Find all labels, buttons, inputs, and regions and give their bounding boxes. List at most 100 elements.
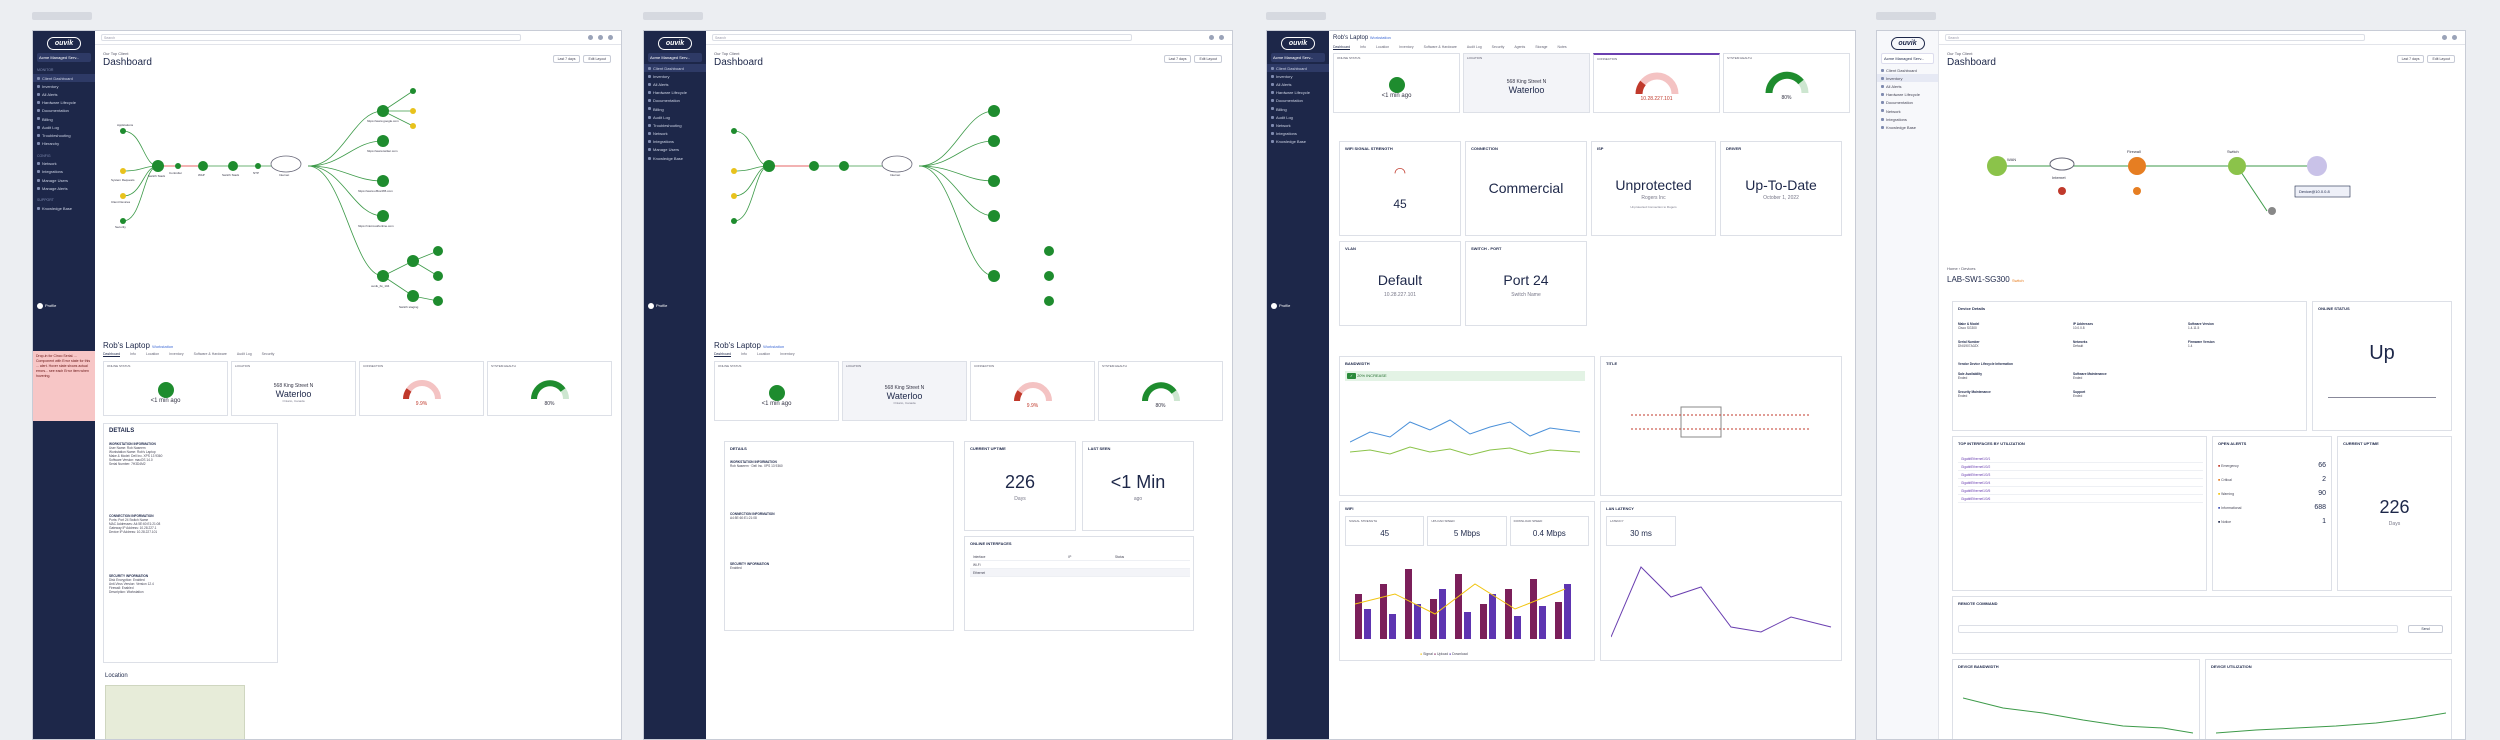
site-node[interactable] [988, 175, 1000, 187]
topology-node[interactable] [120, 128, 126, 134]
ap-node[interactable] [1044, 246, 1054, 256]
tab-inventory[interactable]: Inventory [169, 352, 184, 356]
column-header[interactable]: Status [1112, 553, 1190, 561]
profile-menu[interactable]: Profile [1271, 303, 1290, 309]
tab-info[interactable]: Info [741, 352, 747, 356]
tab-notes[interactable]: Notes [1557, 45, 1567, 49]
filter-button[interactable]: Last 7 days [2396, 55, 2425, 63]
gear-icon[interactable] [1209, 35, 1214, 40]
tab-inventory[interactable]: Inventory [1399, 45, 1414, 49]
device-node[interactable] [2307, 156, 2327, 176]
switch-stack-node[interactable] [763, 160, 775, 172]
sidebar-item-users[interactable]: Manage Users [644, 146, 706, 154]
gear-icon[interactable] [598, 35, 603, 40]
table-cell[interactable]: GigabitEthernet1/0/5 [1958, 486, 2203, 495]
sidebar-item-hardware[interactable]: Hardware Lifecycle [33, 99, 95, 107]
org-selector[interactable]: Acme Managed Serv... [1271, 53, 1325, 62]
topology-node[interactable] [407, 255, 419, 267]
sidebar-item-network[interactable]: Network [1877, 107, 1938, 115]
gear-icon[interactable] [2442, 35, 2447, 40]
alert-row[interactable]: ■ Critical 2 [2218, 473, 2326, 487]
sidebar-item-client-dashboard[interactable]: Client Dashboard [1267, 64, 1329, 73]
table-row[interactable]: GigabitEthernet1/0/1 [1958, 455, 2203, 463]
profile-menu[interactable]: Profile [37, 303, 56, 309]
controller-node[interactable] [175, 163, 181, 169]
table-cell[interactable]: GigabitEthernet1/0/6 [1958, 494, 2203, 503]
tab-location[interactable]: Location [145, 352, 160, 356]
tab-security[interactable]: Security [1491, 45, 1505, 49]
sidebar-item-troubleshooting[interactable]: Troubleshooting [644, 121, 706, 129]
column-header[interactable]: IP [1065, 553, 1113, 561]
sidebar-item-documentation[interactable]: Documentation [33, 107, 95, 115]
switch-node[interactable] [228, 161, 238, 171]
sidebar-item-inventory[interactable]: Inventory [1267, 72, 1329, 80]
breadcrumb[interactable]: Our Top Client [103, 51, 129, 56]
more-icon[interactable] [608, 35, 613, 40]
profile-menu[interactable]: Profile [648, 303, 667, 309]
sidebar-item-inventory[interactable]: Inventory [33, 82, 95, 90]
brand-logo[interactable]: ouvik [658, 37, 692, 50]
sidebar-item-billing[interactable]: Billing [1267, 105, 1329, 113]
tab-location[interactable]: Location [1375, 45, 1390, 49]
sidebar-item-users[interactable]: Manage Users [33, 176, 95, 184]
breadcrumb[interactable]: Our Top Client [1947, 51, 1973, 56]
sidebar-item-integrations[interactable]: Integrations [1877, 115, 1938, 123]
send-button[interactable]: Send [2408, 625, 2443, 633]
sidebar-item-network[interactable]: Network [644, 130, 706, 138]
table-row[interactable]: GigabitEthernet1/0/3 [1958, 470, 2203, 479]
ntp-node[interactable] [255, 163, 261, 169]
sidebar-item-manage-alerts[interactable]: Manage Alerts [33, 184, 95, 192]
table-row[interactable]: GigabitEthernet1/0/5 [1958, 486, 2203, 495]
table-row[interactable]: GigabitEthernet1/0/6 [1958, 494, 2203, 503]
tab-software[interactable]: Software & Hardware [193, 352, 227, 356]
tab-dashboard[interactable]: Dashboard [1333, 45, 1351, 50]
search-input[interactable]: Search [712, 34, 1132, 41]
table-cell[interactable]: GigabitEthernet1/0/1 [1958, 455, 2203, 463]
tab-info[interactable]: Info [1360, 45, 1366, 49]
brand-logo[interactable]: ouvik [47, 37, 81, 50]
ap-node[interactable] [433, 271, 443, 281]
sidebar-item-client-dashboard[interactable]: Client Dashboard [644, 64, 706, 73]
wan-node[interactable] [1987, 156, 2007, 176]
topology-node[interactable] [731, 218, 737, 224]
ap-node[interactable] [433, 296, 443, 306]
tab-audit[interactable]: Audit Log [236, 352, 252, 356]
edit-layout-button[interactable]: Edit Layout [2427, 55, 2455, 63]
wap-node[interactable] [809, 161, 819, 171]
sidebar-item-alerts[interactable]: All Alerts [1267, 80, 1329, 88]
brand-logo[interactable]: ouvik [1890, 37, 1925, 50]
topology-node[interactable] [120, 193, 126, 199]
firewall-node[interactable] [2128, 157, 2146, 175]
sidebar-item-documentation[interactable]: Documentation [1267, 97, 1329, 105]
crumb-home[interactable]: Home [1947, 266, 1958, 271]
sidebar-item-billing[interactable]: Billing [644, 105, 706, 113]
command-input[interactable] [1958, 625, 2398, 633]
topology-node[interactable] [120, 168, 126, 174]
alert-row[interactable]: ■ Notice 1 [2218, 515, 2326, 529]
sidebar-item-inventory[interactable]: Inventory [644, 72, 706, 80]
table-cell[interactable]: GigabitEthernet1/0/3 [1958, 470, 2203, 479]
tab-info[interactable]: Info [130, 352, 136, 356]
sidebar-item-troubleshooting[interactable]: Troubleshooting [33, 131, 95, 139]
sidebar-item-knowledge[interactable]: Knowledge Base [1267, 138, 1329, 146]
table-row[interactable]: Ethernet [970, 568, 1190, 577]
alert-node[interactable] [2058, 187, 2066, 195]
sidebar-item-client-dashboard[interactable]: Client Dashboard [33, 74, 95, 83]
crumb-devices[interactable]: Devices [1961, 266, 1976, 271]
tab-audit[interactable]: Audit Log [1466, 45, 1482, 49]
sidebar-item-billing[interactable]: Billing [33, 115, 95, 123]
sub-node[interactable] [2268, 207, 2276, 215]
location-map[interactable] [105, 685, 245, 739]
help-icon[interactable] [588, 35, 593, 40]
brand-logo[interactable]: ouvik [1281, 37, 1315, 50]
org-selector[interactable]: Acme Managed Serv... [1881, 53, 1934, 64]
sidebar-item-documentation[interactable]: Documentation [1877, 99, 1938, 107]
sidebar-item-audit-log[interactable]: Audit Log [1267, 113, 1329, 121]
sidebar-item-alerts[interactable]: All Alerts [1877, 82, 1938, 90]
sidebar-item-knowledge[interactable]: Knowledge Base [1877, 123, 1938, 131]
sidebar-item-knowledge[interactable]: Knowledge Base [33, 204, 95, 212]
table-row[interactable]: GigabitEthernet1/0/4 [1958, 478, 2203, 487]
ap-node[interactable] [433, 246, 443, 256]
topology-node[interactable] [407, 290, 419, 302]
org-selector[interactable]: Acme Managed Serv... [648, 53, 702, 62]
